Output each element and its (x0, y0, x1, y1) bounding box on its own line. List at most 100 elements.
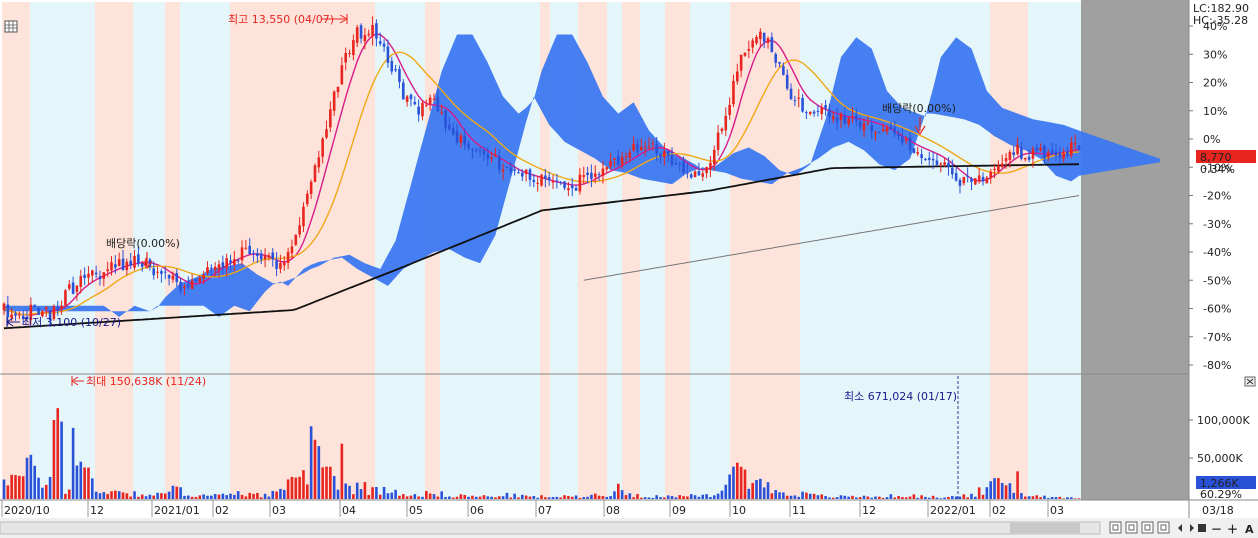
volume-bar (467, 496, 470, 499)
candle-body (862, 123, 866, 131)
volume-bar (808, 493, 812, 499)
volume-bar (927, 497, 931, 499)
candle-body (513, 169, 516, 171)
candle-body (712, 149, 716, 165)
split-view-icon[interactable] (1125, 521, 1138, 534)
moving-average-extra-long (583, 195, 1080, 281)
candle-body (171, 275, 175, 280)
overlay-icon[interactable] (1141, 521, 1154, 534)
candle-body (881, 129, 885, 132)
volume-bar (267, 496, 271, 499)
candle-body (544, 175, 547, 179)
volume-bar (1027, 496, 1031, 499)
volume-panel-close-icon[interactable] (1244, 376, 1256, 387)
candle-body (1012, 152, 1016, 155)
candle-body (839, 113, 843, 120)
low-annotation: 최저 3,100 (10/27) (22, 316, 121, 329)
volume-bar (797, 496, 801, 499)
horizontal-scrollbar[interactable] (0, 521, 1101, 535)
candle-body (540, 174, 543, 186)
volume-bar (912, 494, 916, 499)
volume-bar (478, 496, 482, 499)
volume-bar (140, 494, 144, 499)
volume-bar (1070, 497, 1073, 499)
candle-body (947, 162, 950, 167)
volume-bar (390, 492, 394, 499)
volume-bar (858, 497, 862, 499)
volume-bar (1046, 498, 1050, 499)
candle-body (37, 308, 40, 315)
grid-settings-icon[interactable] (4, 20, 18, 33)
candle-body (935, 160, 939, 165)
candle-body (563, 181, 566, 189)
volume-bar (586, 496, 589, 499)
candle-body (1077, 145, 1081, 150)
grid-settings-icon-lines (5, 21, 17, 32)
candle-body (79, 275, 83, 287)
candle-body (728, 104, 731, 115)
candle-body (736, 71, 739, 82)
date-label: 2020/10 (4, 504, 50, 517)
volume-bar (943, 497, 946, 499)
candle-body (98, 276, 102, 280)
price-tick-label: -30% (1203, 218, 1231, 231)
grid-view-icon-frame (1157, 521, 1170, 534)
candle-body (48, 310, 52, 321)
volume-bar (904, 497, 908, 499)
volume-bar (509, 497, 513, 499)
candle-body (91, 270, 94, 276)
prev-icon[interactable] (1178, 524, 1182, 532)
candle-body (267, 255, 271, 258)
volume-bar (686, 496, 689, 499)
volume-bar (198, 495, 202, 499)
next-icon[interactable] (1190, 524, 1194, 532)
scrollbar-thumb[interactable] (1010, 523, 1080, 533)
trend-band (640, 2, 665, 500)
volume-bar (394, 489, 397, 499)
volume-bar (524, 495, 528, 499)
candle-body (282, 262, 286, 266)
volume-bar (375, 486, 378, 499)
volume-bar (167, 491, 171, 499)
candle-body (866, 122, 870, 124)
volume-bar (544, 497, 547, 499)
volume-bar (801, 491, 804, 499)
price-tick-label: 0% (1203, 133, 1220, 146)
toggle-a-button[interactable]: A (1245, 523, 1254, 536)
candle-body (659, 153, 662, 158)
volume-bar (110, 491, 113, 499)
candle-body (858, 121, 862, 128)
candle-body (878, 131, 881, 133)
candle-body (693, 171, 697, 178)
zoom-in-button[interactable]: ＋ (1227, 523, 1238, 536)
volume-bar (981, 494, 985, 499)
volume-bar (432, 494, 436, 499)
volume-bar (862, 495, 866, 499)
candle-body (636, 144, 639, 153)
candle-body (1058, 152, 1062, 158)
zoom-range-icon[interactable] (1109, 521, 1122, 534)
stop-icon[interactable] (1198, 524, 1206, 532)
candle-body (962, 176, 966, 184)
candle-body (532, 179, 536, 183)
volume-bar (409, 495, 413, 499)
volume-bar (190, 496, 194, 499)
volume-bar (632, 497, 635, 499)
candle-body (29, 304, 33, 321)
volume-bar (18, 475, 21, 499)
candle-body (651, 143, 655, 145)
candle-body (401, 82, 405, 100)
price-tick-label: -70% (1203, 331, 1231, 344)
candle-body (586, 172, 589, 176)
price-tick-label: 10% (1203, 105, 1227, 118)
volume-bar (870, 497, 873, 499)
volume-bar (901, 497, 904, 499)
price-tick-label: -10% (1203, 161, 1231, 174)
candle-body (582, 175, 586, 177)
volume-bar (233, 494, 236, 499)
candle-body (428, 97, 432, 104)
candle-body (885, 127, 889, 132)
grid-view-icon[interactable] (1157, 521, 1170, 534)
zoom-out-button[interactable]: － (1211, 523, 1222, 536)
